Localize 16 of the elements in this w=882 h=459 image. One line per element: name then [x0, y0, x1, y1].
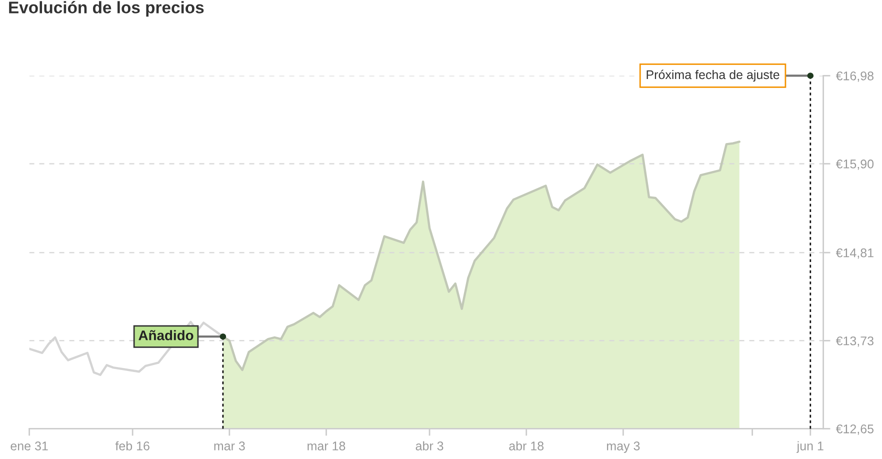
- x-tick-label: feb 16: [115, 441, 150, 450]
- x-tick-label: ene 31: [10, 442, 48, 450]
- x-tick-label: may 3: [607, 442, 640, 453]
- y-tick-label: €14,81: [836, 248, 874, 259]
- y-tick-label: €16,98: [836, 72, 874, 82]
- chart-title: Evolución de los precios: [9, 1, 204, 17]
- x-tick-label: jun 1: [796, 441, 824, 453]
- annotation: Añadido: [138, 330, 194, 340]
- x-tick-label: mar 3: [214, 442, 245, 450]
- x-tick-label: abr 3: [416, 441, 444, 450]
- annotation: Próxima fecha de ajuste: [646, 70, 780, 82]
- x-tick-label: mar 18: [308, 442, 346, 450]
- y-tick-label: €15,90: [836, 160, 874, 170]
- y-tick-label: €12,65: [836, 424, 874, 435]
- x-tick-label: abr 18: [509, 441, 544, 450]
- y-tick-label: €13,73: [836, 336, 874, 347]
